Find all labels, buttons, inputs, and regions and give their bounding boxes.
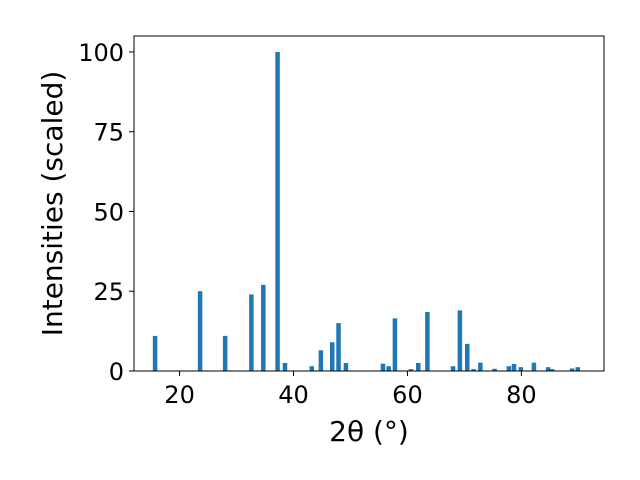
bar: [569, 368, 575, 371]
bar: [531, 362, 537, 371]
x-tick-label: 20: [164, 381, 195, 409]
bar: [457, 310, 463, 371]
bar: [249, 294, 254, 371]
y-axis-ticks: 0 25 50 75 100: [78, 39, 134, 386]
bar: [549, 369, 555, 371]
bar: [330, 342, 335, 371]
bar: [408, 369, 414, 371]
bar: [275, 51, 280, 371]
bar: [506, 366, 512, 371]
bar: [511, 363, 517, 371]
plot-frame: [133, 35, 605, 372]
bar: [309, 366, 314, 371]
bar: [575, 367, 581, 371]
bar: [471, 369, 476, 371]
bar: [425, 311, 430, 371]
y-tick-label: 0: [109, 358, 124, 386]
bar: [336, 323, 341, 371]
x-tick-label: 80: [506, 381, 537, 409]
bar: [282, 363, 288, 371]
bar: [261, 284, 266, 371]
y-tick-label: 25: [93, 278, 124, 306]
bar: [465, 343, 470, 371]
y-tick-label: 50: [93, 198, 124, 226]
bar: [478, 362, 483, 371]
bar: [380, 363, 386, 371]
bars-group: [152, 51, 581, 371]
y-tick-label: 100: [78, 39, 124, 67]
bar: [450, 366, 456, 371]
bar: [518, 367, 524, 371]
x-tick-label: 40: [278, 381, 309, 409]
bar: [416, 363, 421, 371]
x-axis-ticks: 20 40 60 80: [164, 371, 537, 409]
bar: [152, 335, 158, 371]
bar: [386, 366, 391, 371]
bar: [392, 318, 398, 371]
bar: [492, 368, 497, 371]
x-axis-label: 2θ (°): [329, 415, 409, 448]
bar: [222, 335, 228, 371]
bar: [197, 291, 203, 371]
bar: [545, 367, 551, 371]
y-tick-label: 75: [93, 119, 124, 147]
x-tick-label: 60: [392, 381, 423, 409]
bar: [318, 350, 324, 371]
y-axis-label: Intensities (scaled): [36, 71, 69, 337]
bar: [343, 363, 349, 371]
